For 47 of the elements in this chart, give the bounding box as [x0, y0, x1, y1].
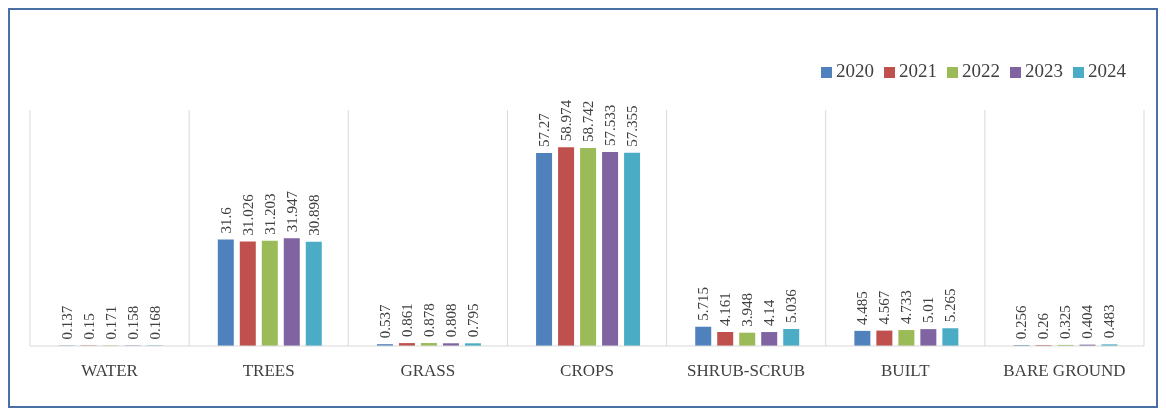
- data-label: 0.256: [1013, 304, 1030, 340]
- legend-label: 2021: [899, 60, 937, 81]
- data-label: 57.355: [624, 105, 641, 147]
- data-label: 0.158: [124, 305, 141, 340]
- data-label: 0.137: [58, 305, 75, 340]
- data-label: 0.15: [80, 313, 97, 340]
- data-label: 0.861: [398, 303, 415, 338]
- data-label: 58.974: [558, 99, 575, 142]
- data-label: 4.14: [761, 299, 778, 327]
- data-label: 0.795: [464, 303, 481, 338]
- data-label: 0.26: [1035, 312, 1052, 340]
- data-label: 0.808: [442, 303, 459, 338]
- data-label: 4.485: [854, 291, 871, 325]
- data-label: 5.01: [920, 296, 937, 324]
- data-label: 4.161: [717, 292, 734, 326]
- x-tick-label: GRASS: [400, 361, 456, 381]
- data-label: 31.026: [239, 193, 256, 236]
- legend-label: 2020: [836, 60, 874, 81]
- data-label: 0.171: [102, 305, 119, 340]
- data-label: 3.948: [739, 292, 756, 327]
- data-label: 0.537: [376, 303, 393, 339]
- data-label: 31.947: [283, 190, 300, 233]
- legend-label: 2022: [962, 60, 1000, 81]
- x-tick-label: BARE GROUND: [1003, 361, 1126, 381]
- data-label: 57.27: [536, 112, 553, 147]
- x-tick-label: WATER: [81, 361, 139, 381]
- data-label: 0.325: [1057, 305, 1074, 339]
- data-label: 4.567: [876, 290, 893, 325]
- data-label: 0.168: [146, 305, 163, 340]
- data-label: 5.715: [695, 286, 712, 321]
- data-label: 31.203: [261, 193, 278, 235]
- x-tick-label: CROPS: [560, 361, 614, 381]
- data-label: 5.036: [783, 288, 800, 324]
- legend-label: 2023: [1025, 60, 1063, 81]
- x-tick-label: TREES: [242, 361, 295, 381]
- data-label: 0.483: [1101, 304, 1118, 339]
- data-label: 5.265: [942, 288, 959, 323]
- data-label: 0.878: [420, 303, 437, 338]
- data-label: 57.533: [602, 104, 619, 147]
- legend-label: 2024: [1088, 60, 1126, 81]
- data-label: 30.898: [305, 194, 322, 236]
- data-label: 58.742: [580, 100, 597, 142]
- data-label: 31.6: [217, 206, 234, 234]
- data-label: 0.404: [1079, 304, 1096, 339]
- x-tick-label: SHRUB-SCRUB: [687, 361, 806, 381]
- x-tick-label: BUILT: [881, 361, 931, 381]
- data-label: 4.733: [898, 290, 915, 325]
